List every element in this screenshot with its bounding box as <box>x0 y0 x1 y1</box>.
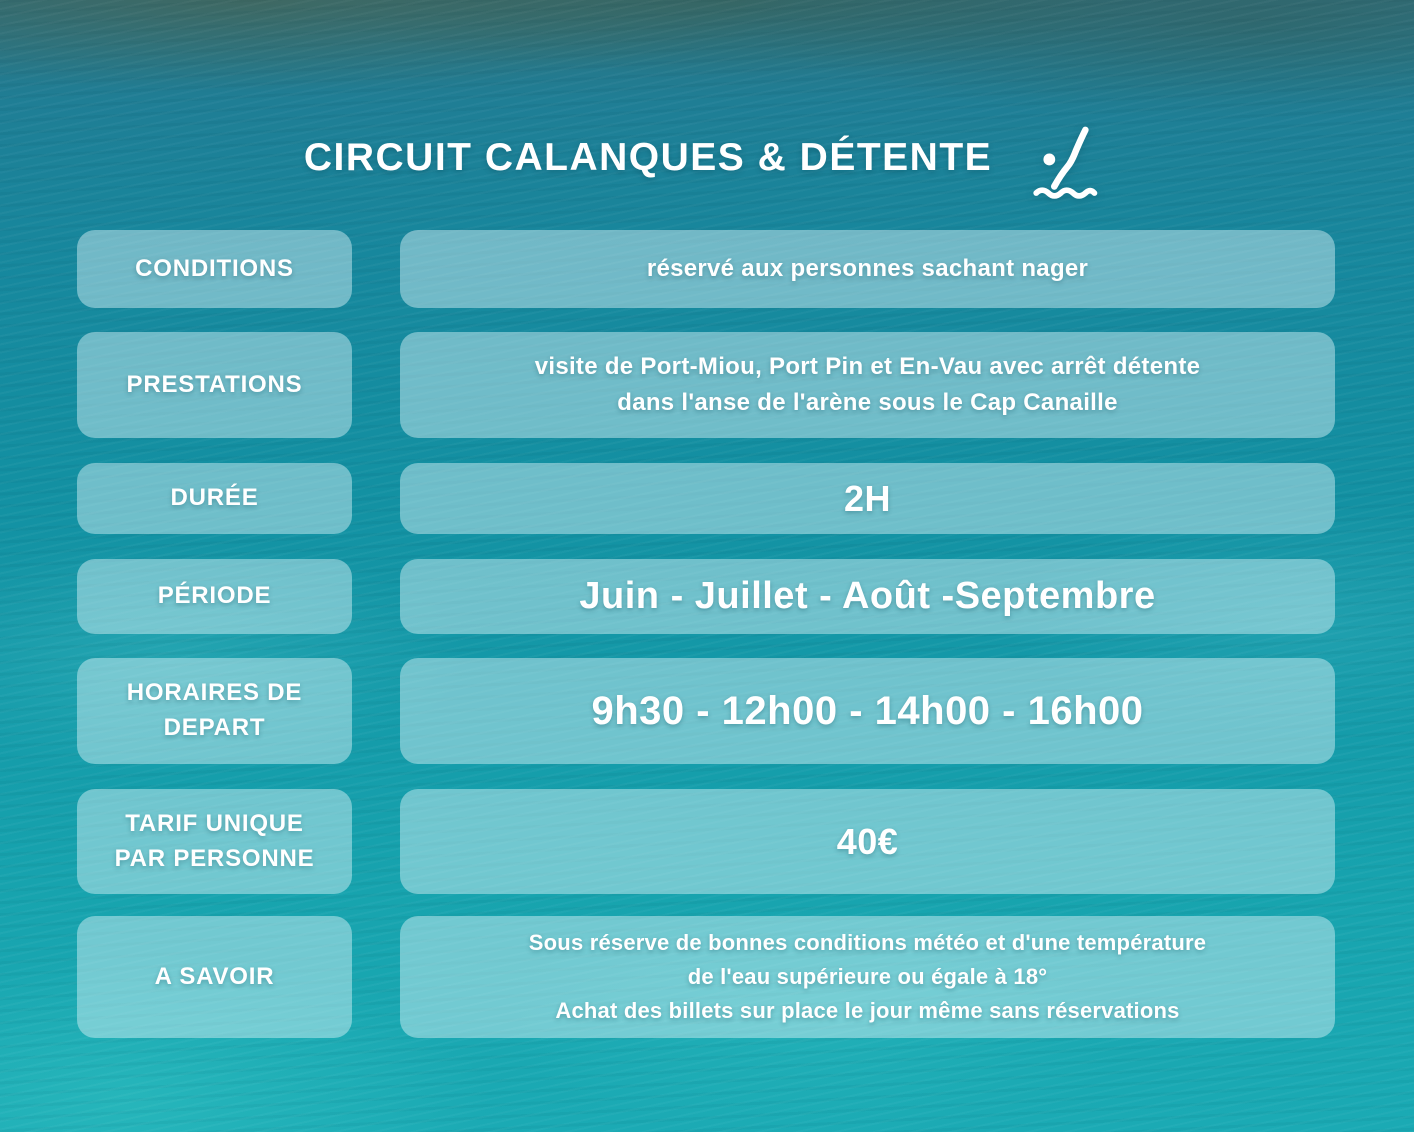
table-row-duree: DURÉE 2H <box>77 463 1335 534</box>
row-label-asavoir: A SAVOIR <box>77 916 352 1038</box>
row-value-periode: Juin - Juillet - Août -Septembre <box>400 559 1335 634</box>
row-value-asavoir: Sous réserve de bonnes conditions météo … <box>400 916 1335 1038</box>
row-value-conditions: réservé aux personnes sachant nager <box>400 230 1335 308</box>
page-title: CIRCUIT CALANQUES & DÉTENTE <box>303 136 993 179</box>
table-row-asavoir: A SAVOIR Sous réserve de bonnes conditio… <box>77 916 1335 1038</box>
row-label-prestations: PRESTATIONS <box>77 332 352 438</box>
row-label-tarif: TARIF UNIQUE PAR PERSONNE <box>77 789 352 894</box>
info-table: CONDITIONS réservé aux personnes sachant… <box>77 230 1335 1038</box>
row-label-duree: DURÉE <box>77 463 352 534</box>
row-label-horaires: HORAIRES DE DEPART <box>77 658 352 764</box>
table-row-prestations: PRESTATIONS visite de Port-Miou, Port Pi… <box>77 332 1335 438</box>
row-value-tarif: 40€ <box>400 789 1335 894</box>
table-row-tarif: TARIF UNIQUE PAR PERSONNE 40€ <box>77 789 1335 894</box>
row-value-prestations: visite de Port-Miou, Port Pin et En-Vau … <box>400 332 1335 438</box>
table-row-periode: PÉRIODE Juin - Juillet - Août -Septembre <box>77 559 1335 634</box>
table-row-horaires: HORAIRES DE DEPART 9h30 - 12h00 - 14h00 … <box>77 658 1335 764</box>
table-row-conditions: CONDITIONS réservé aux personnes sachant… <box>77 230 1335 308</box>
row-value-duree: 2H <box>400 463 1335 534</box>
row-label-periode: PÉRIODE <box>77 559 352 634</box>
header: CIRCUIT CALANQUES & DÉTENTE <box>0 112 1414 204</box>
diver-icon <box>1033 126 1098 199</box>
row-label-conditions: CONDITIONS <box>77 230 352 308</box>
row-value-horaires: 9h30 - 12h00 - 14h00 - 16h00 <box>400 658 1335 764</box>
